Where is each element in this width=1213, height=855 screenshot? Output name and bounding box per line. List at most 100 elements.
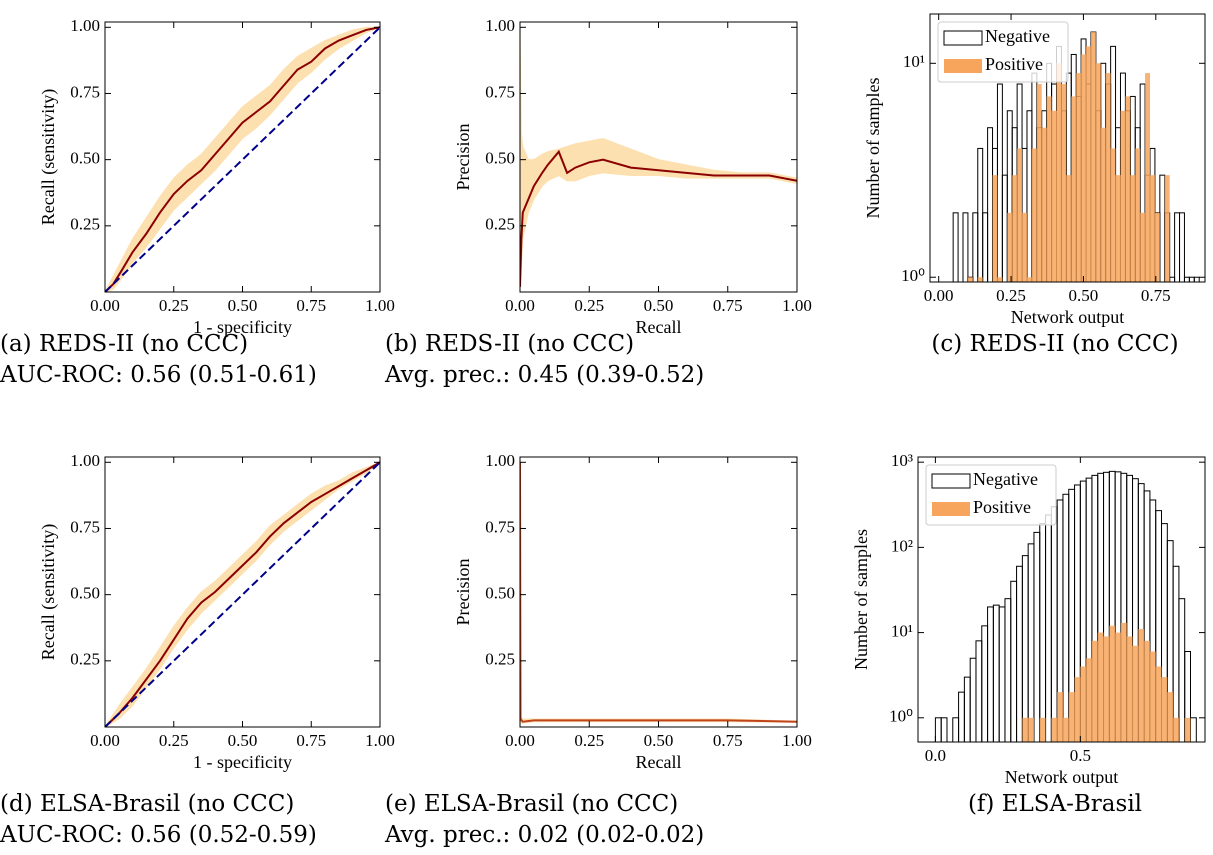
- x-tick-label: 0.25: [159, 731, 189, 750]
- plot-area: [105, 26, 380, 292]
- y-tick-label: 0.25: [485, 215, 515, 234]
- hist-bar: [1068, 692, 1075, 742]
- x-tick-label: 0.5: [1070, 746, 1091, 765]
- hist-bar: [1138, 629, 1145, 742]
- x-axis-label: 1 - specificity: [193, 752, 292, 772]
- hist-bar: [1007, 212, 1013, 282]
- hist-bar: [1062, 493, 1070, 742]
- panel: 0.00 0.25 0.50 0.75 1.00 0.25 0.50 0.75 1.00 Reca…: [384, 451, 812, 848]
- hist-bar: [1159, 174, 1166, 282]
- axes-frame: [929, 13, 1206, 283]
- y-tick-label: 0.25: [70, 215, 100, 234]
- panel: 0.00 0.25 0.50 0.75 1.00 0.25 0.50 0.75 1.00 1 - …: [0, 16, 395, 388]
- hist-bar: [1036, 84, 1042, 282]
- panel: 0.00 0.25 0.50 0.75 1.00 0.25 0.50 0.75 1.00 1 - …: [0, 451, 395, 848]
- hist-bar: [998, 606, 1006, 742]
- hist-bar: [1105, 73, 1111, 282]
- hist-bar: [1076, 73, 1082, 282]
- x-tick-label: 0.50: [228, 731, 258, 750]
- hist-bar: [1188, 276, 1195, 282]
- curve: [105, 26, 380, 292]
- hist-bar: [1026, 277, 1032, 282]
- y-tick-label: 0.75: [485, 517, 515, 536]
- hist-bar: [940, 717, 948, 742]
- hist-bar: [1140, 212, 1146, 282]
- x-tick-label: 0.25: [159, 296, 189, 315]
- hist-bar: [1056, 63, 1062, 282]
- hist-bar: [992, 604, 1000, 742]
- hist-bar: [1041, 127, 1047, 282]
- hist-bar: [1021, 555, 1029, 742]
- hist-bar: [1179, 212, 1185, 282]
- caption-detail: Avg. prec.: 0.02 (0.02-0.02): [384, 822, 704, 848]
- hist-bar: [1081, 54, 1087, 282]
- hist-bar: [992, 175, 998, 282]
- hist-bar: [967, 277, 973, 282]
- hist-bar: [1154, 212, 1160, 282]
- diagonal-line: [105, 461, 380, 727]
- hist-bar: [1086, 46, 1091, 282]
- caption: (b) REDS-II (no CCC): [385, 331, 634, 357]
- x-tick-label: 0.50: [1069, 286, 1099, 305]
- plot-area: [952, 31, 1200, 282]
- hist-bar: [1051, 110, 1057, 282]
- y-tick-label: 0.25: [485, 650, 515, 669]
- hist-bar: [1167, 692, 1174, 742]
- hist-bar: [1190, 717, 1197, 742]
- hist-bar: [1115, 632, 1121, 742]
- plot-area: [105, 461, 380, 727]
- x-tick-label: 0.0: [925, 746, 946, 765]
- legend-label: Negative: [973, 469, 1038, 489]
- hist-bar: [952, 212, 959, 282]
- hist-bar: [1125, 96, 1131, 282]
- hist-bar: [1183, 276, 1190, 282]
- hist-bar: [1051, 717, 1058, 742]
- x-tick-label: 0.00: [924, 286, 954, 305]
- hist-bar: [1130, 175, 1136, 282]
- hist-bar: [1090, 32, 1096, 282]
- x-tick-label: 0.25: [996, 286, 1026, 305]
- hist-bar: [1031, 148, 1037, 282]
- y-axis-label: Recall (sensitivity): [38, 524, 59, 660]
- x-tick-label: 0.50: [644, 296, 674, 315]
- hist-bar: [1135, 148, 1141, 282]
- y-axis-label: Precision: [453, 559, 473, 626]
- diagonal-line: [105, 26, 380, 292]
- y-tick-label: 1.00: [485, 451, 515, 470]
- hist-bar: [1174, 212, 1181, 282]
- y-tick-label: 10¹: [903, 52, 925, 71]
- legend-label: Negative: [985, 26, 1050, 46]
- hist-bar: [952, 717, 960, 742]
- hist-bar: [987, 127, 994, 282]
- curve: [520, 462, 797, 723]
- hist-bar: [1046, 96, 1052, 282]
- hist-bar: [1150, 175, 1155, 282]
- hist-bar: [1033, 531, 1041, 742]
- x-tick-label: 0.75: [296, 296, 326, 315]
- axes-frame: [519, 456, 798, 728]
- curve: [520, 149, 797, 287]
- hist-bar: [1173, 717, 1179, 742]
- y-tick-label: 10¹: [891, 621, 913, 640]
- curve: [105, 461, 380, 727]
- x-tick-label: 0.25: [574, 296, 604, 315]
- y-tick-label: 1.00: [70, 451, 100, 470]
- y-tick-label: 0.50: [70, 149, 100, 168]
- y-tick-label: 10⁰: [901, 266, 925, 285]
- x-tick-label: 0.00: [505, 296, 535, 315]
- hist-bar: [1155, 666, 1162, 742]
- hist-bar: [1017, 148, 1023, 282]
- x-axis-label: Network output: [1005, 767, 1118, 787]
- caption: (d) ELSA-Brasil (no CCC): [0, 791, 294, 817]
- y-tick-label: 1.00: [70, 16, 100, 35]
- x-tick-label: 1.00: [365, 296, 395, 315]
- hist-bar: [1103, 636, 1110, 742]
- hist-bar: [1057, 692, 1063, 742]
- y-axis-label: Recall (sensitivity): [38, 89, 59, 225]
- hist-bar: [1080, 666, 1087, 742]
- y-tick-label: 10³: [891, 451, 913, 470]
- plot-area: [520, 27, 797, 287]
- hist-bar: [1016, 565, 1023, 742]
- hist-bar: [1095, 63, 1101, 282]
- hist-bar: [958, 691, 965, 742]
